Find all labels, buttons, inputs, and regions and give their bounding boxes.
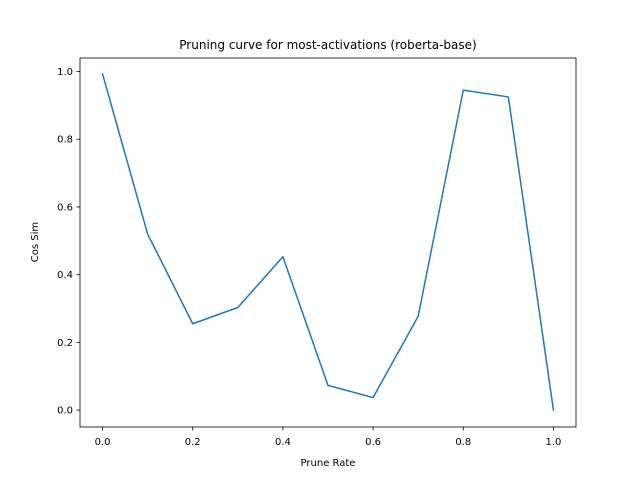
y-tick-label: 1.0 bbox=[57, 67, 73, 78]
chart-title: Pruning curve for most-activations (robe… bbox=[179, 38, 476, 52]
y-tick-label: 0.8 bbox=[57, 135, 73, 146]
y-tick-label: 0.4 bbox=[57, 270, 73, 281]
x-tick-label: 0.4 bbox=[275, 437, 291, 448]
y-tick-label: 0.2 bbox=[57, 338, 73, 349]
plot-frame bbox=[79, 57, 577, 428]
x-tick-label: 1.0 bbox=[546, 437, 562, 448]
x-tick-label: 0.6 bbox=[365, 437, 381, 448]
x-tick-label: 0.2 bbox=[185, 437, 201, 448]
y-tick-label: 0.6 bbox=[57, 202, 73, 213]
series-line bbox=[101, 72, 555, 411]
series-layer bbox=[101, 72, 555, 411]
y-tick-label: 0.0 bbox=[57, 406, 73, 417]
ticks-layer: 0.0 0.2 0.4 0.6 0.8 1.0 0.0 0.2 0.4 0.6 0.8 1.0 bbox=[57, 67, 561, 448]
x-axis-label: Prune Rate bbox=[301, 458, 356, 469]
x-tick-label: 0.0 bbox=[95, 437, 111, 448]
x-tick-label: 0.8 bbox=[455, 437, 471, 448]
y-axis-label: Cos Sim bbox=[30, 222, 41, 262]
